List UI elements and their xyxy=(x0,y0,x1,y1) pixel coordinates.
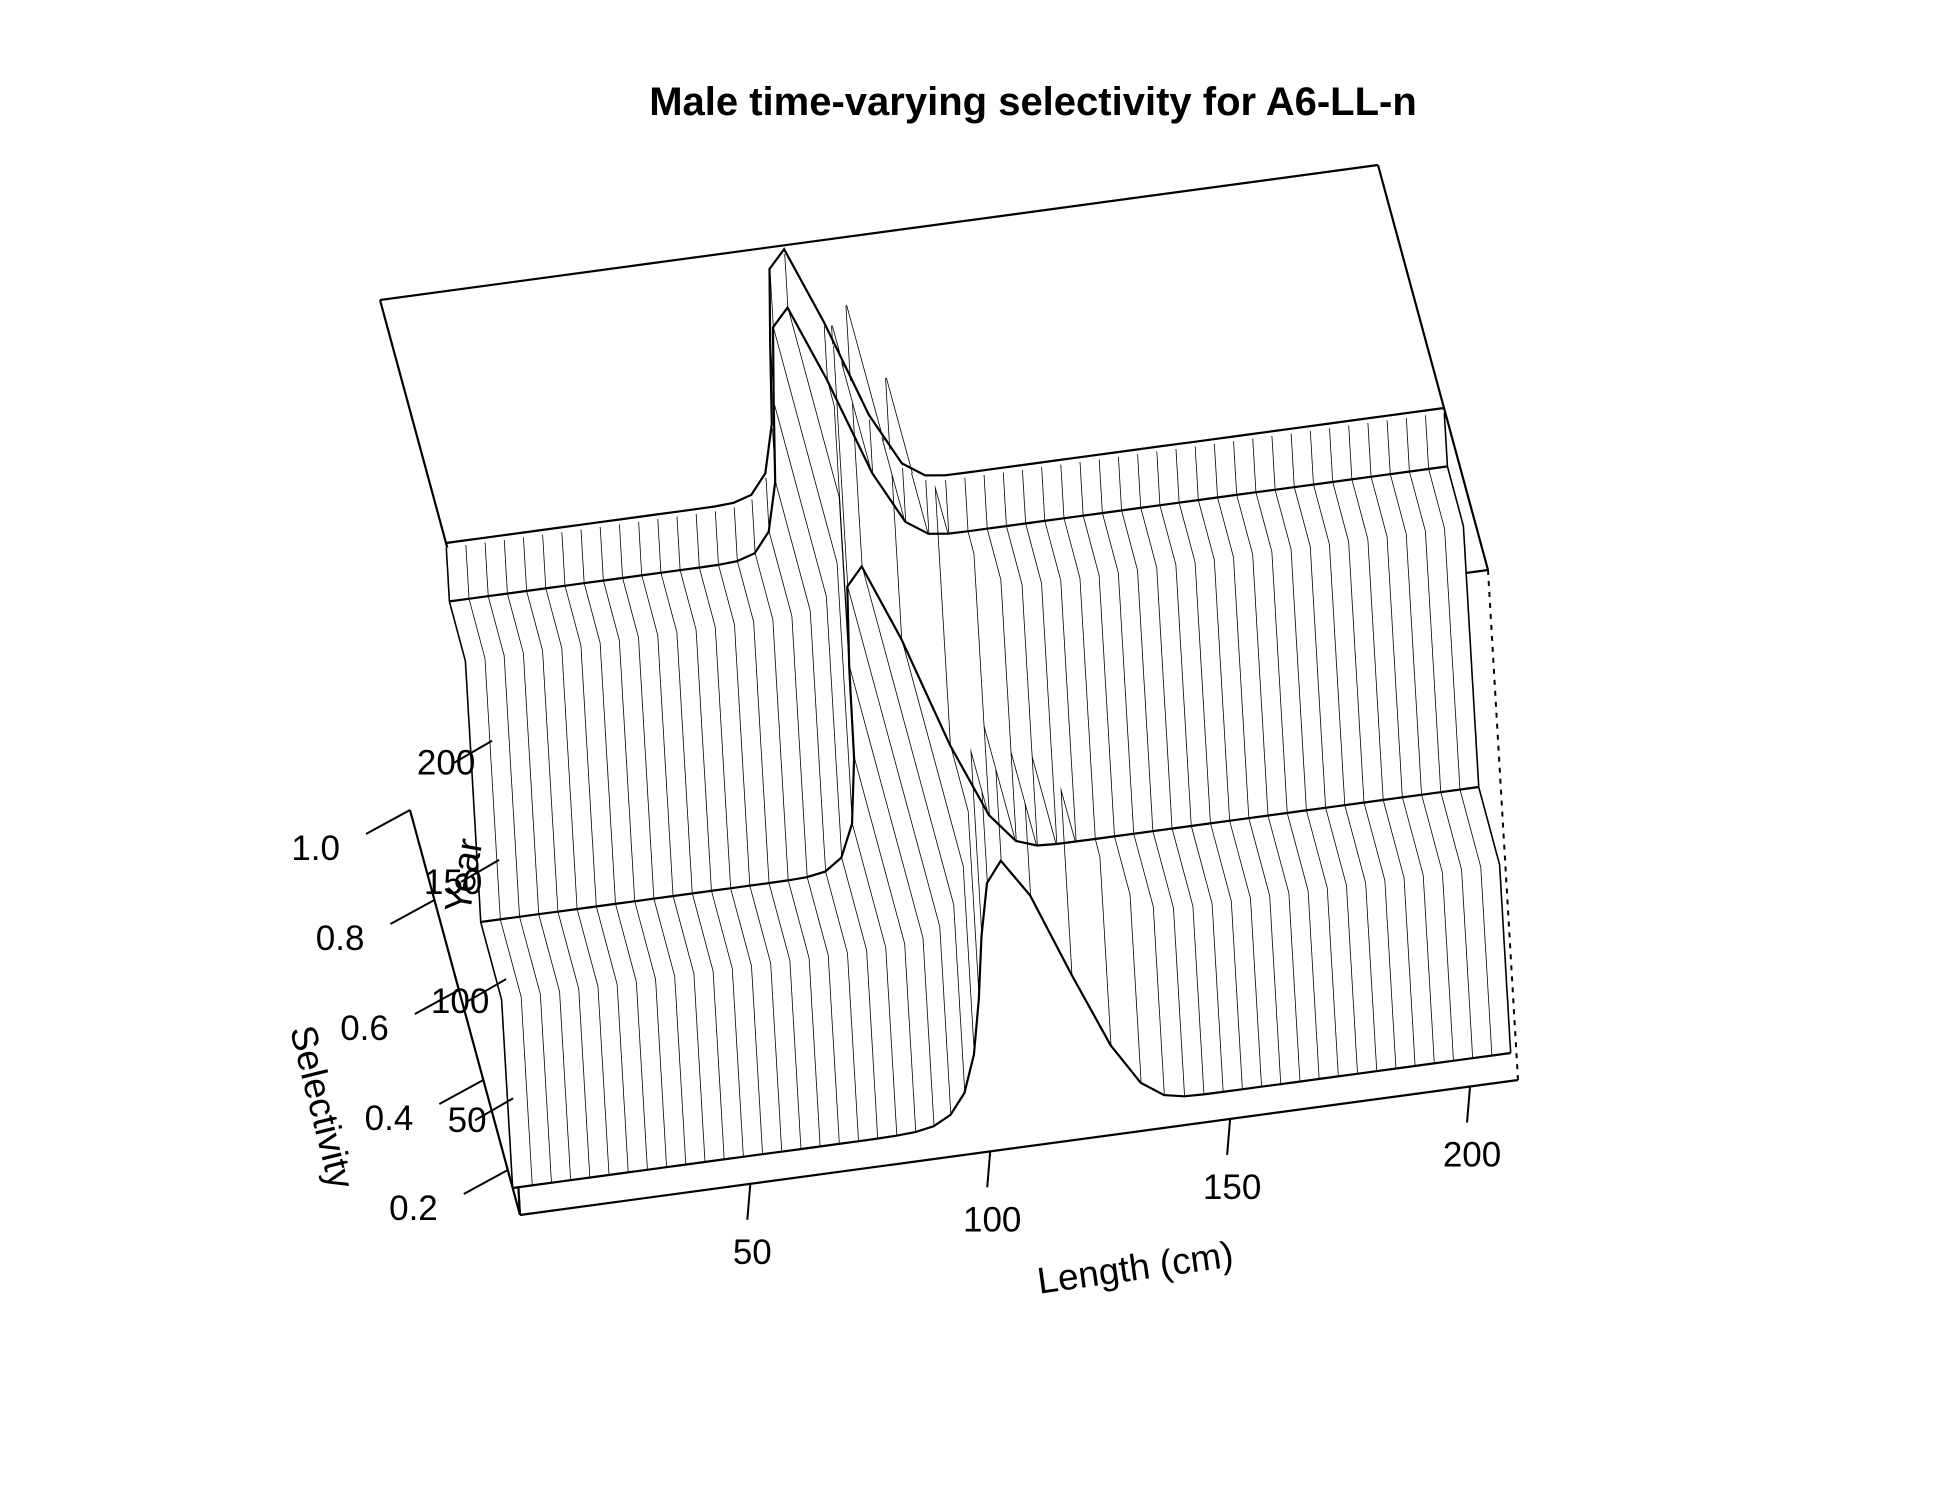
x-tick-label: 100 xyxy=(963,1200,1021,1239)
surface-regime-edge xyxy=(449,305,1448,603)
surface-gridline xyxy=(445,547,514,1189)
surface-gridline xyxy=(599,526,667,1168)
x-tick xyxy=(1226,1118,1232,1156)
surface-strip xyxy=(657,516,743,1160)
surface-strip xyxy=(561,529,647,1173)
surface-strip xyxy=(580,527,667,1170)
surface-strip xyxy=(1156,449,1242,1092)
surface-strip xyxy=(676,514,763,1157)
surface-strip xyxy=(1252,436,1338,1080)
surface-strip xyxy=(1060,462,1141,1083)
z-axis: 0.2 0.4 0.6 0.8 1.0 xyxy=(291,809,509,1228)
box-edge-hidden xyxy=(1487,569,1519,1081)
z-tick-label: 0.8 xyxy=(316,919,365,958)
z-tick-label: 0.2 xyxy=(389,1189,438,1228)
surface-strip xyxy=(964,475,1016,937)
x-tick-label: 150 xyxy=(1203,1168,1261,1207)
chart-title: Male time-varying selectivity for A6-LL-… xyxy=(649,80,1417,124)
x-axis-label: Length (cm) xyxy=(1035,1234,1236,1302)
box-edge xyxy=(1376,164,1490,571)
box-edge xyxy=(408,809,522,1216)
y-tick-label: 100 xyxy=(431,982,489,1021)
z-tick xyxy=(414,989,460,1015)
surface-strip xyxy=(1233,438,1319,1082)
surface-strip xyxy=(1175,446,1262,1090)
surface-strip xyxy=(733,499,820,1150)
surface-strip xyxy=(714,507,801,1152)
surface-strip xyxy=(1405,415,1492,1059)
surface-strip xyxy=(465,542,552,1186)
surface-strip xyxy=(751,478,839,1147)
surface-strip xyxy=(599,524,686,1168)
surface-strip xyxy=(1214,441,1300,1085)
y-tick xyxy=(453,739,493,764)
surface-strip xyxy=(1290,430,1377,1074)
surface-strip xyxy=(1309,428,1396,1072)
z-tick xyxy=(389,899,435,925)
z-tick xyxy=(463,1169,509,1195)
box-edge xyxy=(519,1078,1519,1217)
surface-strip xyxy=(1271,433,1358,1077)
y-axis: 50 100 150 200 xyxy=(417,739,514,1140)
z-tick-label: 0.4 xyxy=(365,1099,414,1138)
x-tick-label: 200 xyxy=(1443,1135,1501,1174)
surface-front-edge xyxy=(512,858,1511,1190)
surface-strip xyxy=(831,305,965,1115)
surface-strip xyxy=(638,519,724,1162)
z-tick xyxy=(438,1079,484,1105)
surface-strip xyxy=(484,540,571,1183)
y-tick xyxy=(474,1097,514,1122)
surface-strip xyxy=(769,254,916,1136)
box-edge xyxy=(379,163,1379,302)
y-tick-label: 150 xyxy=(424,863,482,902)
y-tick-label: 50 xyxy=(448,1101,487,1140)
surface-strip xyxy=(1425,412,1511,1056)
surface-strip xyxy=(823,325,951,1127)
surface-gridline xyxy=(1443,412,1512,1054)
surface-strip xyxy=(1079,459,1164,1096)
surface-strip xyxy=(1348,423,1434,1066)
surface-strip xyxy=(1118,454,1204,1097)
surface-strip xyxy=(886,378,979,1055)
surface-mesh xyxy=(445,247,1512,1190)
surface-regime-edge xyxy=(480,564,1479,924)
surface-strip xyxy=(503,537,590,1181)
z-tick-label: 1.0 xyxy=(291,829,340,868)
surface-strip xyxy=(695,511,782,1155)
surface-strip xyxy=(846,305,974,1093)
surface-strip xyxy=(770,349,878,1142)
x-tick xyxy=(1466,1086,1472,1123)
y-tick xyxy=(467,978,507,1002)
z-tick xyxy=(365,809,411,835)
surface-strip xyxy=(619,521,705,1165)
x-tick xyxy=(746,1183,752,1220)
surface-strip xyxy=(1041,464,1111,1046)
x-axis: 50 100 150 200 xyxy=(733,1086,1501,1272)
surface-back-edge xyxy=(445,247,1445,545)
x-tick-label: 50 xyxy=(733,1233,772,1272)
surface-strip xyxy=(1194,443,1281,1087)
surface-strip xyxy=(1329,425,1415,1069)
surface-strip xyxy=(542,532,628,1175)
surface-strip xyxy=(1367,420,1454,1064)
surface-strip xyxy=(934,477,989,1000)
x-tick xyxy=(986,1151,992,1188)
box-front xyxy=(408,809,1519,1217)
y-tick-label: 200 xyxy=(417,744,475,783)
surface-strip xyxy=(1098,456,1185,1097)
surface-strip xyxy=(1019,467,1076,975)
surface-strip xyxy=(765,428,859,1144)
z-tick-label: 0.6 xyxy=(340,1009,389,1048)
surface-strip xyxy=(523,534,609,1178)
surface-strip xyxy=(1137,451,1223,1095)
y-tick xyxy=(460,859,500,883)
surface-strip xyxy=(1386,418,1473,1061)
